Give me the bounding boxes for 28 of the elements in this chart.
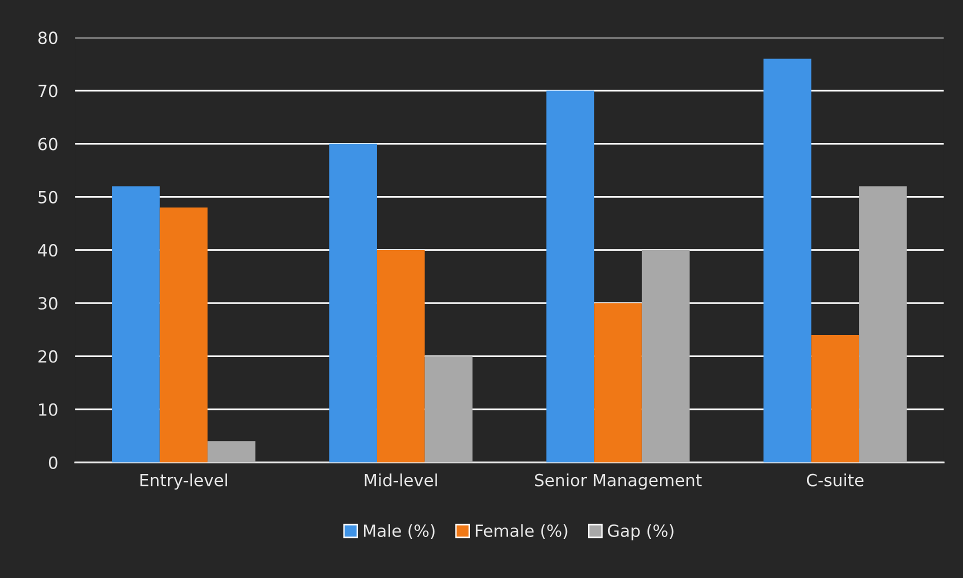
y-tick-label: 50	[38, 190, 58, 204]
bar	[811, 334, 860, 462]
bar	[642, 250, 690, 462]
bar	[112, 186, 160, 462]
y-tick-label: 30	[38, 297, 58, 310]
bar	[160, 208, 208, 462]
y-tick-label: 40	[38, 244, 58, 257]
legend-label: Male (%)	[364, 524, 435, 539]
bar	[546, 90, 594, 462]
y-tick-label: 10	[39, 403, 58, 416]
bar	[208, 441, 256, 462]
y-tick-label: 60	[38, 138, 58, 150]
x-tick-label: C-suite	[806, 474, 864, 486]
y-tick-label: 20	[38, 350, 58, 363]
bar	[424, 356, 473, 462]
legend-label: Gap (%)	[608, 524, 674, 540]
x-tick-label: Mid-level	[364, 474, 437, 486]
y-tick-label: 80	[38, 32, 58, 44]
bar	[764, 58, 812, 462]
y-tick-label: 0	[48, 456, 58, 469]
bar	[376, 250, 425, 462]
x-tick-label: Entry-level	[140, 474, 227, 490]
y-tick-label: 70	[38, 84, 58, 98]
x-tick-label: Senior Management	[535, 474, 702, 490]
bar	[594, 303, 642, 462]
bar	[329, 144, 377, 462]
legend-label: Female (%)	[476, 524, 568, 539]
bar	[859, 186, 907, 462]
